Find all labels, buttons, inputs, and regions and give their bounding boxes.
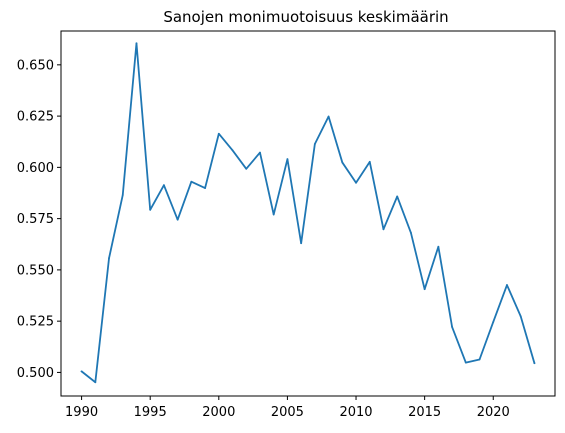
data-point bbox=[300, 242, 303, 245]
data-point bbox=[259, 151, 261, 154]
data-point bbox=[176, 218, 179, 221]
y-tick-label: 0.525 bbox=[17, 315, 54, 330]
data-point bbox=[135, 42, 138, 45]
data-point bbox=[245, 167, 248, 170]
data-point bbox=[368, 160, 371, 163]
data-point bbox=[313, 143, 316, 145]
axis-ticks: 1990 1995 2000 2005 2010 2015 2020 0.500 0.525 0.… bbox=[17, 58, 510, 420]
x-tick-label: 2015 bbox=[408, 405, 441, 420]
y-tick-label: 0.550 bbox=[17, 263, 54, 278]
x-tick-label: 2005 bbox=[271, 405, 304, 420]
y-tick-label: 0.650 bbox=[17, 58, 54, 73]
data-point bbox=[464, 361, 467, 364]
data-point bbox=[149, 208, 152, 211]
data-point bbox=[108, 257, 110, 260]
x-tick-label: 2010 bbox=[339, 405, 372, 420]
y-tick-label: 0.600 bbox=[17, 161, 54, 176]
data-point bbox=[437, 245, 440, 248]
data-point bbox=[341, 161, 344, 164]
data-point bbox=[492, 321, 495, 323]
data-point bbox=[506, 284, 508, 286]
data-point bbox=[478, 358, 481, 361]
data-point bbox=[217, 132, 220, 135]
data-point bbox=[355, 181, 357, 184]
data-point bbox=[80, 370, 83, 373]
data-point bbox=[286, 158, 289, 161]
data-point bbox=[423, 288, 426, 291]
data-point bbox=[121, 194, 124, 196]
chart-title: Sanojen monimuotoisuus keskimäärin bbox=[163, 8, 448, 26]
data-point bbox=[327, 115, 330, 118]
y-tick-label: 0.625 bbox=[17, 110, 54, 125]
y-tick-label: 0.500 bbox=[17, 366, 54, 381]
data-points bbox=[80, 42, 536, 384]
data-point bbox=[533, 362, 536, 365]
data-point bbox=[190, 180, 193, 183]
data-point bbox=[396, 195, 399, 198]
x-tick-label: 1990 bbox=[65, 405, 98, 420]
y-tick-label: 0.575 bbox=[17, 212, 54, 227]
data-point bbox=[410, 231, 412, 234]
x-tick-label: 1995 bbox=[134, 405, 167, 420]
data-point bbox=[451, 325, 453, 328]
data-point bbox=[94, 381, 97, 384]
data-point bbox=[163, 184, 165, 187]
data-point bbox=[272, 213, 275, 216]
series-line bbox=[80, 42, 536, 384]
data-point bbox=[382, 228, 385, 231]
plot-frame bbox=[60, 30, 556, 397]
x-tick-label: 2000 bbox=[202, 405, 235, 420]
data-point bbox=[204, 187, 206, 189]
data-point bbox=[231, 149, 234, 152]
data-point bbox=[519, 315, 522, 318]
x-tick-label: 2020 bbox=[477, 405, 510, 420]
